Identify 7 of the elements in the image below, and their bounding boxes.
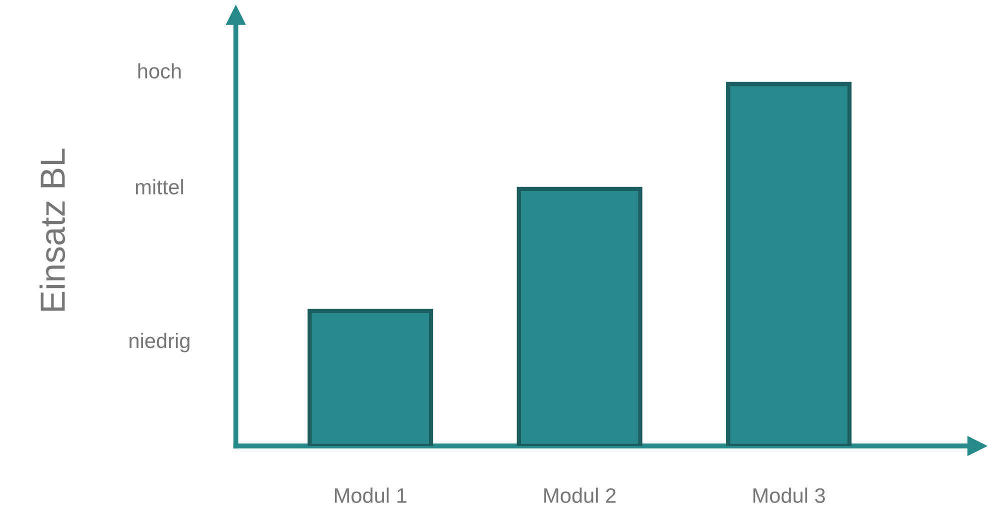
x-tick-label: Modul 2 bbox=[544, 488, 616, 503]
y-axis-title: Einsatz BL bbox=[40, 148, 66, 311]
text: hoch bbox=[138, 63, 181, 79]
text: niedrig bbox=[130, 332, 190, 352]
x-tick-label: Modul 3 bbox=[753, 488, 825, 503]
x-tick-label: Modul 1 bbox=[335, 488, 406, 503]
text: mittel bbox=[136, 179, 183, 194]
